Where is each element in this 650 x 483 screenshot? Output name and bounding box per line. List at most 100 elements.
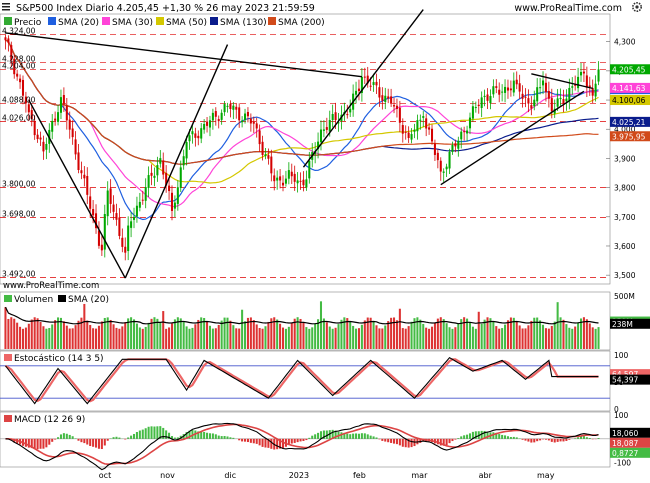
volume-bar (194, 324, 197, 349)
candle-body (97, 230, 100, 246)
candle-body (57, 112, 60, 122)
volume-bar (223, 317, 226, 349)
volume-bar (442, 319, 445, 349)
candle-body (474, 107, 477, 109)
macd-histogram-bar (521, 438, 524, 440)
price-value-badge (610, 116, 650, 127)
candle-body (135, 205, 138, 217)
macd-histogram-bar (483, 430, 486, 439)
volume-bar (381, 328, 384, 349)
macd-histogram-bar (325, 430, 328, 439)
volume-bar (422, 323, 425, 349)
volume-bar (439, 317, 442, 349)
volume-bar (436, 318, 439, 349)
macd-histogram-bar (191, 429, 194, 439)
macd-histogram-bar (498, 434, 501, 439)
volume-bar (293, 318, 296, 349)
macd-histogram-bar (597, 437, 600, 439)
price-tick-label: 3,600 (614, 242, 636, 251)
legend-sma20: SMA (20) (58, 18, 99, 28)
candle-body (588, 85, 591, 87)
macd-histogram-bar (83, 438, 86, 444)
volume-bar (144, 326, 147, 349)
price-level-label: 4.324,00 (2, 27, 36, 36)
macd-histogram-bar (296, 438, 299, 443)
legend-sma30: SMA (30) (112, 18, 153, 28)
price-value-label: 4.025,21 (612, 118, 646, 127)
volume-bar (232, 325, 235, 349)
volume-bar (308, 328, 311, 349)
candle-body (179, 167, 182, 188)
volume-bar (331, 328, 334, 349)
candle-body (10, 45, 13, 61)
macd-histogram-bar (486, 431, 489, 439)
volume-bar (30, 319, 33, 349)
sma20-line (5, 39, 599, 221)
macd-histogram-bar (264, 438, 267, 448)
volume-bar (477, 311, 480, 349)
volume-bar (115, 327, 118, 349)
candle-body (574, 84, 577, 86)
volume-bar (45, 328, 48, 349)
candle-body (334, 112, 337, 121)
volume-bar (182, 322, 185, 349)
month-axis-label: 2023 (289, 471, 309, 480)
candle-body (168, 185, 171, 192)
candle-body (246, 111, 249, 117)
candle-body (264, 154, 267, 157)
volume-bar (62, 321, 65, 349)
stochastic-value-badge (610, 374, 650, 385)
candle-body (582, 71, 585, 74)
macd-histogram-bar (504, 435, 507, 439)
hamburger-menu-icon[interactable] (2, 3, 10, 11)
price-grid (0, 34, 610, 278)
macd-histogram-bar (381, 438, 384, 441)
price-level-label: 3.492,00 (2, 269, 36, 278)
volume-bar (568, 327, 571, 349)
volume-bar (597, 327, 600, 349)
volume-bar (433, 322, 436, 349)
volume-bar (591, 327, 594, 349)
candle-body (393, 105, 396, 107)
legend-swatch-stochastic (4, 354, 12, 361)
sma200-line (5, 39, 599, 165)
volume-bar (19, 326, 22, 349)
macd-histogram-bar (13, 438, 16, 443)
candle-body (477, 104, 480, 106)
macd-histogram-bar (211, 433, 214, 439)
volume-bar (363, 320, 366, 349)
candle-body (208, 120, 211, 128)
candle-body (305, 179, 308, 188)
macd-histogram-bar (246, 438, 249, 443)
volume-bar (77, 320, 80, 349)
volume-bar (147, 322, 150, 349)
macd-histogram-bar (33, 438, 36, 450)
candle-body (211, 112, 214, 121)
macd-histogram-bar (27, 438, 30, 448)
volume-bar (255, 324, 258, 349)
volume-bar (550, 325, 553, 349)
candle-body (571, 86, 574, 88)
volume-bar (509, 317, 512, 349)
volume-bar (302, 323, 305, 349)
macd-histogram-bar (302, 438, 305, 442)
candle-body (127, 225, 130, 252)
candle-body (51, 120, 54, 132)
macd-histogram-bar (153, 426, 156, 439)
volume-bar (305, 327, 308, 349)
volume-bar (556, 302, 559, 349)
macd-histogram-bar (454, 438, 457, 440)
candle-body (103, 214, 106, 250)
volume-bar (530, 320, 533, 349)
price-tick-label: 3,900 (614, 154, 636, 163)
volume-bar (471, 326, 474, 349)
macd-histogram-bar (159, 426, 162, 439)
gear-icon[interactable] (632, 2, 642, 12)
candle-body (162, 160, 165, 175)
candle-body (132, 216, 136, 220)
candle-body (544, 82, 547, 93)
macd-histogram-bar (165, 430, 168, 439)
candle-body (506, 87, 509, 91)
axis-labels: 3,5003,6003,7003,8003,9004,0004,1004,200… (2, 27, 650, 480)
macd-value-badge (610, 427, 650, 438)
